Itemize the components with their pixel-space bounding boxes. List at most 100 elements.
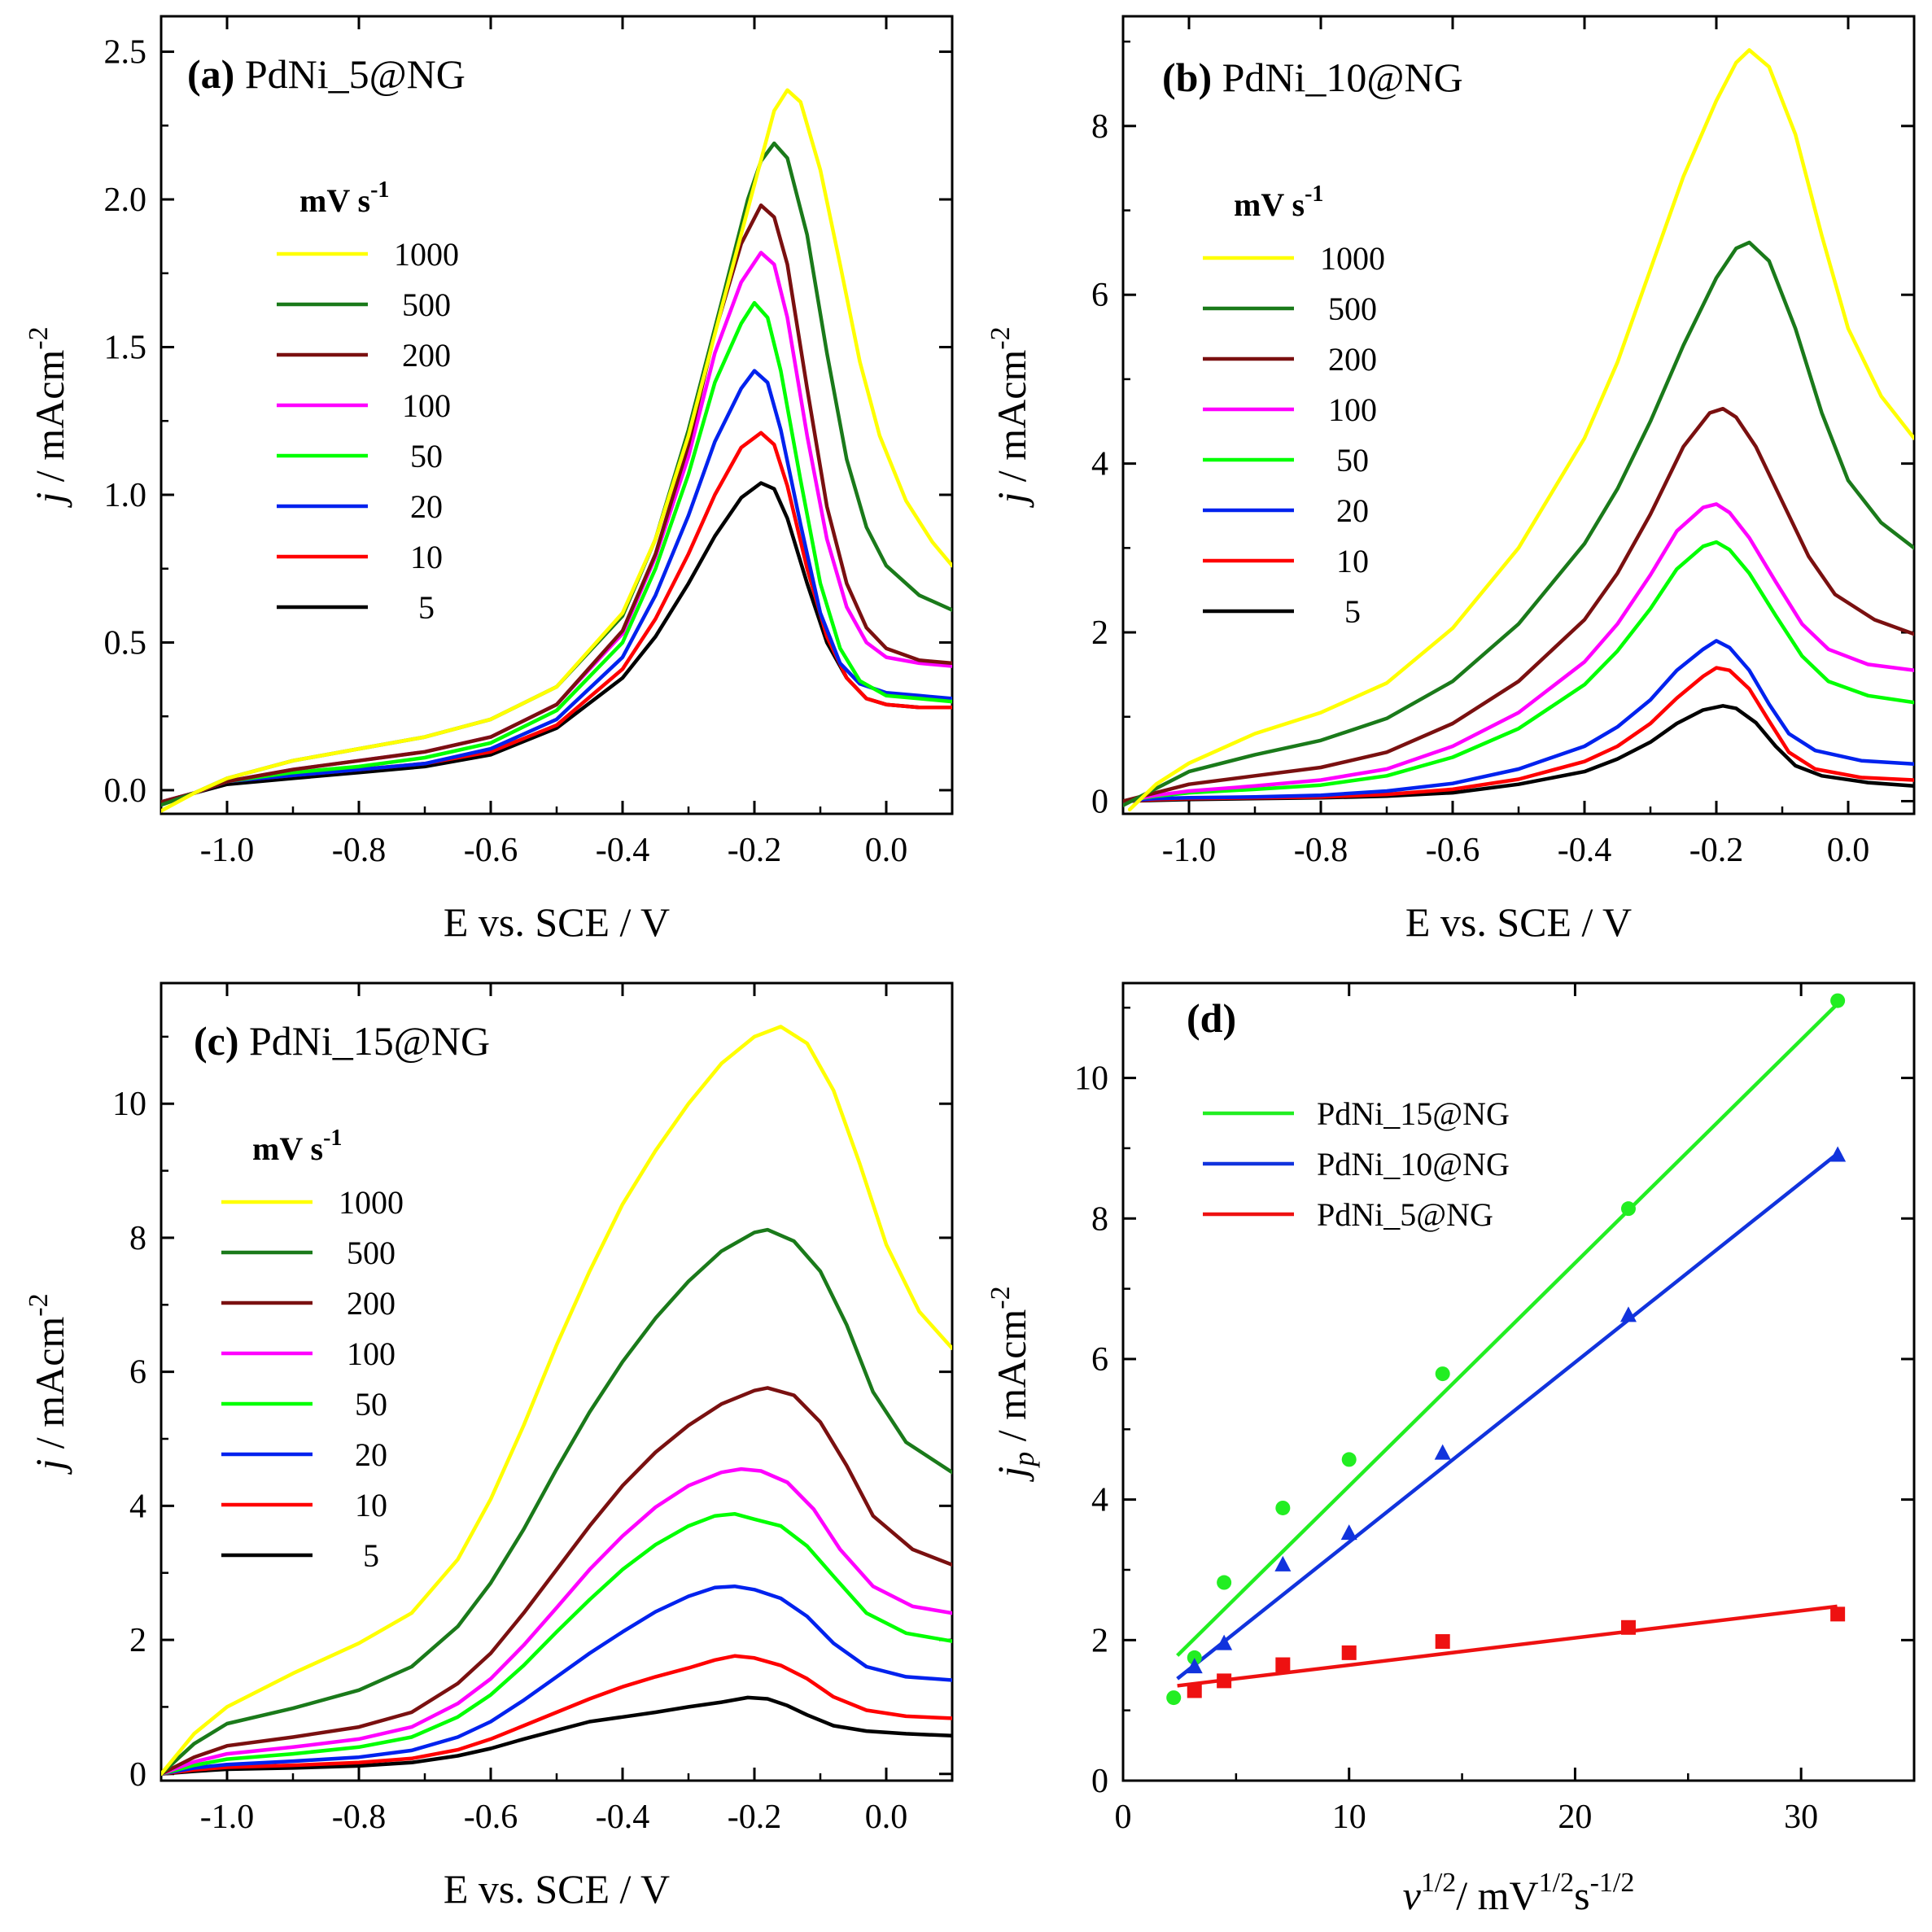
y-tick-label: 8 (1091, 1200, 1108, 1238)
series-line-100 (161, 1466, 952, 1777)
series-line-50 (161, 1511, 952, 1777)
legend-label-500: 500 (347, 1235, 396, 1271)
legend-label-10: 10 (410, 539, 443, 575)
data-point-PdNi_10@NG (1274, 1555, 1292, 1571)
panel-c: -1.0 -0.8 -0.6 -0.4 -0.2 0.0 0 2 4 6 8 10 j / mAcm-2… (24, 981, 954, 1912)
data-point-PdNi_10@NG (1186, 1658, 1203, 1674)
y-tick-label: 6 (129, 1354, 146, 1392)
plot-area-b (1123, 48, 1914, 812)
legend-label-PdNi_5@NG: PdNi_5@NG (1317, 1196, 1493, 1233)
fit-line-PdNi_10@NG (1176, 1152, 1838, 1681)
x-axis-title: ν1/2/ mV1/2s-1/2 (1403, 1868, 1635, 1918)
y-tick-label: 4 (129, 1488, 146, 1525)
x-tick-label: -0.4 (596, 1799, 650, 1836)
legend-label-20: 20 (355, 1436, 387, 1473)
y-axis-title-rest: / mAcm (27, 1317, 72, 1459)
legend-label-5: 5 (418, 589, 435, 626)
x-tick-label: 10 (1332, 1799, 1366, 1836)
y-axis-title-rest: / mAcm (989, 350, 1034, 492)
x-tick-label: -0.4 (1558, 832, 1612, 869)
series-line-200 (1123, 406, 1914, 803)
data-point-PdNi_10@NG (1434, 1444, 1451, 1460)
y-tick-label: 1.0 (104, 477, 147, 514)
series-line-10 (161, 1654, 952, 1777)
y-axis-title-sup: -2 (24, 326, 54, 349)
legend-header: mV s-1 (252, 1126, 342, 1167)
series-line-1000 (1127, 48, 1914, 812)
legend-label-50: 50 (1336, 442, 1369, 479)
x-tick-label: -0.8 (1294, 832, 1348, 869)
plot-area-c (161, 1025, 952, 1777)
panel-tag-a: (a) (187, 51, 234, 97)
panel-tag-c: (c) (194, 1018, 239, 1064)
series-line-20 (161, 1584, 952, 1777)
y-tick-label: 2 (1091, 1622, 1108, 1659)
legend-label-10: 10 (1336, 543, 1369, 579)
legend-label-100: 100 (402, 387, 451, 424)
y-axis-title-rest: / mAcm (989, 1309, 1034, 1452)
legend-header: mV s-1 (299, 177, 389, 219)
y-tick-label: 1.5 (104, 330, 147, 367)
x-axis-title: E vs. SCE / V (444, 899, 670, 945)
y-tick-label: 2 (1091, 614, 1108, 652)
series-line-1000 (161, 1025, 952, 1777)
x-axis-title-sup2: 1/2 (1539, 1868, 1574, 1898)
y-axis-title-sub: p (1008, 1452, 1040, 1469)
data-point-PdNi_5@NG (1620, 1619, 1636, 1635)
y-tick-label: 10 (112, 1086, 146, 1123)
panel-a: -1.0 -0.8 -0.6 -0.4 -0.2 0.0 0.0 0.5 1.0 1.5 2.0 2.… (24, 15, 954, 945)
legend-label-100: 100 (347, 1335, 396, 1372)
series-line-500 (161, 1227, 952, 1777)
y-tick-label: 0.0 (104, 772, 147, 810)
axes-frame-d (1121, 981, 1916, 1782)
legend-label-PdNi_10@NG: PdNi_10@NG (1317, 1146, 1510, 1182)
y-tick-label: 10 (1074, 1060, 1108, 1098)
y-tick-label: 2 (129, 1622, 146, 1659)
series-line-100 (1123, 502, 1914, 803)
y-tick-label: 0 (129, 1756, 146, 1794)
legend-label-1000: 1000 (394, 236, 459, 273)
data-point-PdNi_15@NG (1275, 1500, 1291, 1515)
y-axis-title-sup: -2 (986, 1286, 1016, 1309)
legend-label-100: 100 (1328, 391, 1377, 428)
data-point-PdNi_5@NG (1830, 1606, 1846, 1622)
y-tick-label: 6 (1091, 1341, 1108, 1379)
legend-header: mV s-1 (1234, 181, 1323, 223)
legend-label-200: 200 (402, 337, 451, 374)
legend-header-sup: -1 (323, 1126, 342, 1151)
data-point-PdNi_15@NG (1830, 993, 1846, 1008)
x-tick-label: 0 (1115, 1799, 1132, 1836)
data-point-PdNi_5@NG (1187, 1683, 1202, 1698)
series-line-20 (161, 369, 952, 804)
legend-header-text: mV s (1234, 186, 1305, 223)
legend-label-10: 10 (355, 1487, 387, 1523)
panel-title-d: (d) (1187, 995, 1236, 1041)
y-axis-title-rest: / mAcm (27, 350, 72, 492)
series-line-200 (161, 1386, 952, 1777)
y-tick-label: 4 (1091, 446, 1108, 483)
x-tick-label: -0.6 (464, 832, 518, 869)
legend-label-PdNi_15@NG: PdNi_15@NG (1317, 1095, 1510, 1132)
legend-label-50: 50 (410, 438, 443, 474)
x-tick-label: -0.2 (1689, 832, 1744, 869)
series-line-500 (1123, 240, 1914, 807)
data-point-PdNi_5@NG (1217, 1673, 1232, 1689)
series-line-20 (1123, 639, 1914, 803)
legend-label-1000: 1000 (339, 1184, 404, 1221)
panel-title-c: (c) PdNi_15@NG (194, 1018, 490, 1064)
x-tick-label: -0.8 (332, 832, 387, 869)
x-tick-label: -1.0 (200, 1799, 255, 1836)
x-tick-label: -1.0 (200, 832, 255, 869)
fit-line-PdNi_5@NG (1177, 1604, 1838, 1688)
series-line-1000 (161, 88, 952, 813)
x-axis-title-sup3: -1/2 (1590, 1868, 1635, 1898)
x-axis-title-mid: / mV (1456, 1873, 1538, 1918)
legend-header-text: mV s (299, 182, 370, 219)
data-point-PdNi_15@NG (1620, 1201, 1636, 1217)
data-point-PdNi_10@NG (1340, 1524, 1357, 1541)
x-axis-title-sup1: 1/2 (1421, 1868, 1456, 1898)
y-tick-label: 0 (1091, 783, 1108, 820)
legend-label-200: 200 (1328, 341, 1377, 378)
panel-title-b: (b) PdNi_10@NG (1162, 55, 1463, 100)
